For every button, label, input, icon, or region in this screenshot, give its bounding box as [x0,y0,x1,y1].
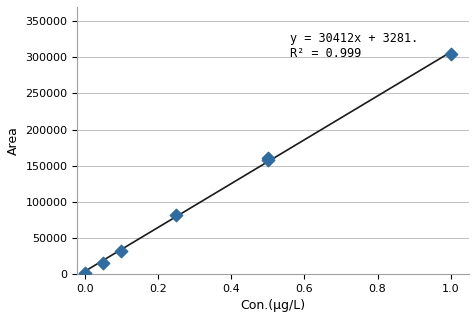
Point [81,271,89,276]
Y-axis label: Area: Area [7,126,20,155]
Point [264,156,271,161]
Point [447,51,455,56]
Text: y = 30412x + 3281.
R² = 0.999: y = 30412x + 3281. R² = 0.999 [290,32,418,60]
Point [172,212,180,217]
Point [264,157,271,162]
X-axis label: Con.(μg/L): Con.(μg/L) [241,299,306,312]
Point [118,248,125,253]
Point [99,260,107,265]
